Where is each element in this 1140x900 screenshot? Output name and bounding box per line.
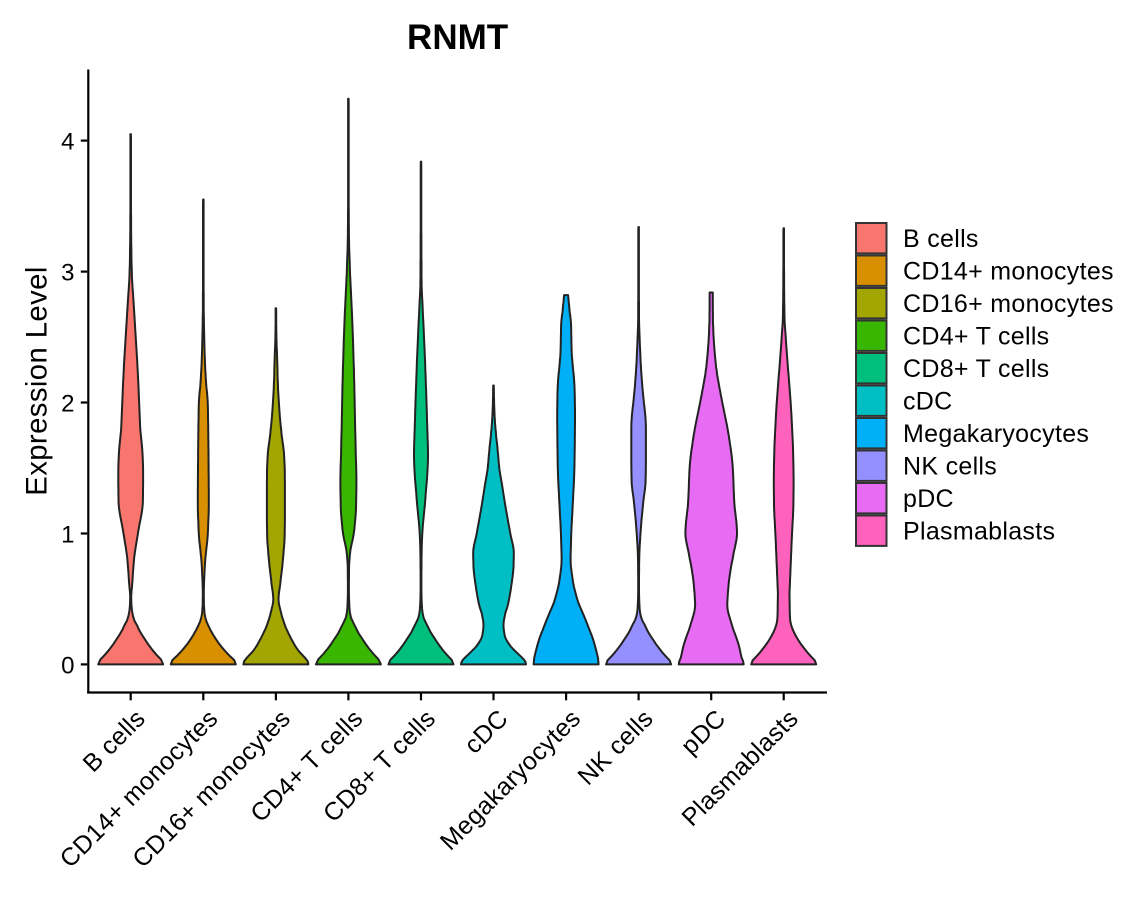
- svg-text:B cells: B cells: [78, 704, 151, 777]
- svg-text:CD16+ monocytes: CD16+ monocytes: [903, 290, 1114, 318]
- svg-text:NK cells: NK cells: [903, 453, 997, 481]
- svg-text:CD8+ T cells: CD8+ T cells: [903, 355, 1049, 383]
- svg-text:2: 2: [61, 391, 74, 418]
- svg-text:CD14+ monocytes: CD14+ monocytes: [903, 258, 1114, 286]
- svg-text:Megakaryocytes: Megakaryocytes: [903, 420, 1089, 448]
- svg-text:Plasmablasts: Plasmablasts: [903, 518, 1055, 546]
- svg-text:1: 1: [61, 522, 74, 549]
- svg-text:4: 4: [61, 129, 74, 156]
- svg-text:0: 0: [61, 652, 74, 679]
- svg-text:NK cells: NK cells: [572, 704, 658, 790]
- svg-text:cDC: cDC: [903, 388, 953, 416]
- svg-text:B cells: B cells: [903, 225, 979, 253]
- svg-text:Expression Level: Expression Level: [21, 266, 54, 496]
- svg-text:RNMT: RNMT: [407, 18, 508, 57]
- svg-text:3: 3: [61, 260, 74, 287]
- svg-text:CD4+ T cells: CD4+ T cells: [903, 323, 1049, 351]
- svg-text:pDC: pDC: [676, 704, 732, 760]
- svg-text:pDC: pDC: [903, 485, 954, 513]
- svg-text:cDC: cDC: [459, 704, 514, 759]
